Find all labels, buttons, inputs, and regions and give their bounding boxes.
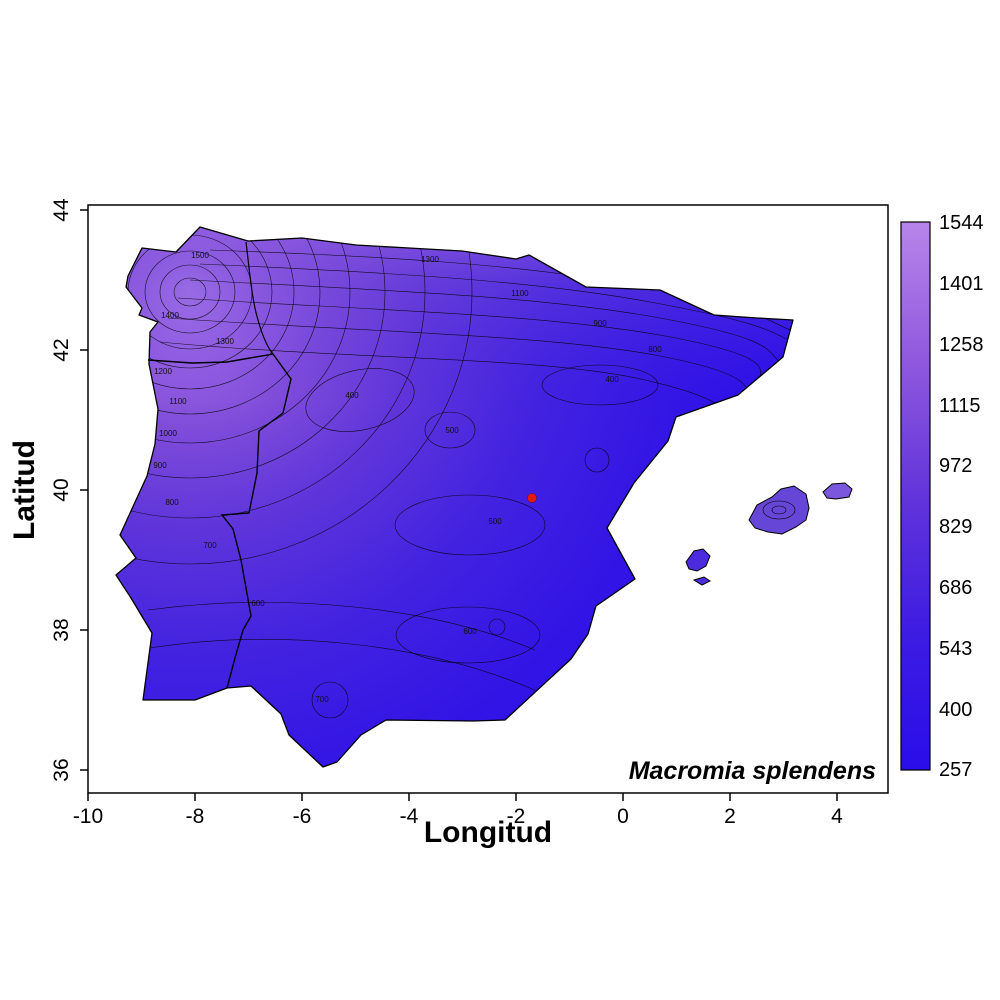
menorca-island xyxy=(822,482,853,500)
y-tick-labels: 36 38 40 42 44 xyxy=(50,198,73,782)
contour-label: 1300 xyxy=(216,337,234,346)
contour-label: 600 xyxy=(251,599,265,608)
contour-label: 800 xyxy=(165,498,179,507)
contour-label: 900 xyxy=(153,461,167,470)
contour-labels: 1500 1400 1300 1200 1100 1000 900 800 70… xyxy=(153,251,662,704)
contour-label: 1200 xyxy=(154,367,172,376)
contour-label: 500 xyxy=(445,426,459,435)
contour-label: 1100 xyxy=(511,289,529,298)
x-tick-label: 2 xyxy=(724,805,736,828)
y-tick-label: 42 xyxy=(50,338,73,361)
colorbar-tick-label: 1115 xyxy=(939,395,981,417)
y-tick-label: 36 xyxy=(50,758,73,781)
colorbar: 1544 1401 1258 1115 972 829 686 543 400 … xyxy=(900,212,984,781)
ibiza-island xyxy=(685,548,711,572)
colorbar-tick-label: 543 xyxy=(939,638,972,660)
x-tick-label: -6 xyxy=(293,805,312,828)
x-tick-label: -10 xyxy=(73,805,103,828)
colorbar-tick-label: 829 xyxy=(939,516,972,538)
coastline xyxy=(115,226,794,768)
x-axis-title: Longitud xyxy=(424,816,552,849)
colorbar-tick-label: 686 xyxy=(939,577,972,599)
x-tick-label: 0 xyxy=(617,805,629,828)
contour-label: 700 xyxy=(315,695,329,704)
colorbar-labels: 1544 1401 1258 1115 972 829 686 543 400 … xyxy=(939,212,984,781)
contour-label: 1100 xyxy=(169,397,187,406)
y-tick-label: 38 xyxy=(50,618,73,641)
x-tick-label: -4 xyxy=(400,805,419,828)
x-tick-labels: -10 -8 -6 -4 -2 0 2 4 xyxy=(73,805,843,828)
x-tick-label: -8 xyxy=(186,805,205,828)
contour-label: 500 xyxy=(488,517,502,526)
colorbar-tick-label: 257 xyxy=(939,759,972,781)
contour-label: 1400 xyxy=(161,311,179,320)
borders xyxy=(147,241,292,689)
balearic-islands xyxy=(685,482,853,586)
contour-label: 1000 xyxy=(159,429,177,438)
y-tick-label: 44 xyxy=(50,198,73,222)
contour-label: 700 xyxy=(203,541,217,550)
colorbar-tick-label: 400 xyxy=(939,699,972,721)
y-axis-title: Latitud xyxy=(8,440,41,540)
x-tick-label: 4 xyxy=(831,805,843,828)
x-tick-marks xyxy=(87,793,838,801)
contour-label: 1300 xyxy=(421,255,439,264)
colorbar-gradient xyxy=(900,221,931,771)
occurrence-point xyxy=(527,493,537,503)
species-annotation: Macromia splendens xyxy=(629,757,876,785)
x-tick-label: -2 xyxy=(507,805,526,828)
contour-label: 400 xyxy=(605,375,619,384)
y-tick-marks xyxy=(80,209,88,771)
mallorca-island xyxy=(748,485,810,535)
colorbar-tick-label: 972 xyxy=(939,455,972,477)
colorbar-tick-label: 1258 xyxy=(939,334,984,356)
colorbar-tick-label: 1544 xyxy=(939,212,984,234)
colorbar-tick-label: 1401 xyxy=(939,273,984,295)
contour-label: 900 xyxy=(593,319,607,328)
formentera-island xyxy=(692,576,711,586)
galicia-border xyxy=(245,241,274,355)
contour-label: 1500 xyxy=(191,251,209,260)
contour-label: 600 xyxy=(463,627,477,636)
y-tick-label: 40 xyxy=(50,478,73,501)
portugal-spain-border xyxy=(147,353,292,689)
contour-label: 800 xyxy=(648,345,662,354)
contour-label: 400 xyxy=(345,391,359,400)
